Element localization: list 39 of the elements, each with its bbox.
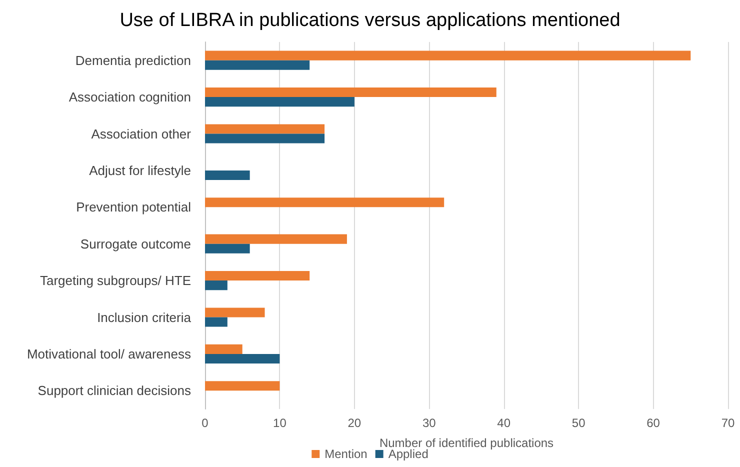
x-tick-label: 30 xyxy=(422,416,436,430)
y-tick-label: Inclusion criteria xyxy=(97,310,192,325)
y-tick-label: Prevention potential xyxy=(76,200,192,215)
bar xyxy=(205,354,280,364)
bar xyxy=(205,134,325,144)
y-tick-label: Adjust for lifestyle xyxy=(89,162,191,178)
x-tick-label: 10 xyxy=(273,416,287,430)
y-tick-label: Dementia prediction xyxy=(75,52,191,68)
y-tick-label: Surrogate outcome xyxy=(80,236,191,252)
bar xyxy=(205,97,354,107)
y-tick-label: Targeting subgroups/ HTE xyxy=(40,273,192,288)
bar xyxy=(205,50,691,60)
bar xyxy=(205,244,250,254)
bar xyxy=(205,308,265,318)
chart-title: Use of LIBRA in publications versus applications mentioned xyxy=(120,10,620,31)
legend-label: Applied xyxy=(388,447,428,461)
bar xyxy=(205,198,444,208)
bar xyxy=(205,271,310,281)
x-tick-label: 50 xyxy=(572,416,586,430)
y-tick-label: Association cognition xyxy=(68,90,191,105)
x-tick-label: 20 xyxy=(348,416,362,430)
bar xyxy=(205,170,250,180)
bar xyxy=(205,88,496,98)
bar xyxy=(205,317,228,327)
bar xyxy=(205,344,242,354)
y-tick-label: Association other xyxy=(91,126,192,142)
y-tick-label: Support clinician decisions xyxy=(38,383,192,398)
bar xyxy=(205,280,228,290)
bar xyxy=(205,381,280,391)
x-tick-label: 0 xyxy=(202,416,209,430)
bar xyxy=(205,60,310,70)
bar xyxy=(205,234,347,244)
x-tick-label: 60 xyxy=(646,416,660,430)
legend-label: Mention xyxy=(324,447,368,461)
y-tick-label: Motivational tool/ awareness xyxy=(26,346,192,362)
x-axis-title: Number of identified publications xyxy=(379,436,554,450)
x-tick-label: 40 xyxy=(497,416,511,430)
x-tick-label: 70 xyxy=(721,416,735,430)
bar xyxy=(205,124,325,134)
